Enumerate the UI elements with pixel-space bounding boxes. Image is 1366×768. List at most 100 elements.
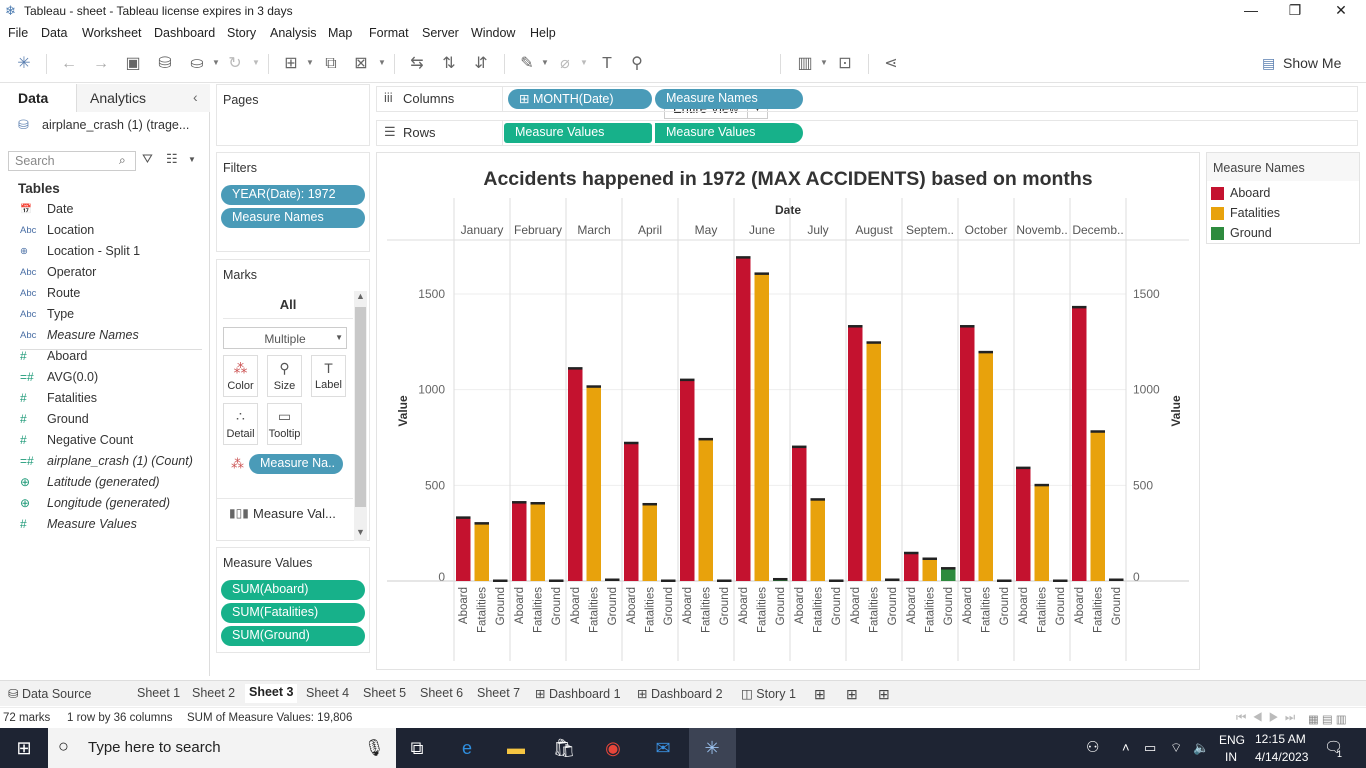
filter-icon[interactable]: ⛛ <box>142 151 153 166</box>
language-secondary[interactable]: IN <box>1225 750 1237 764</box>
tab-dashboard-1[interactable]: ⊞ Dashboard 1 <box>535 687 621 701</box>
datasource-name[interactable]: airplane_crash (1) (trage... <box>42 118 190 132</box>
show-cards-icon[interactable]: ▥ <box>797 55 813 72</box>
chevron-down-icon[interactable]: ▼ <box>820 58 828 67</box>
tab-sheet-1[interactable]: Sheet 1 <box>137 686 181 700</box>
datasource-tab[interactable]: ⛁ Data Source <box>8 687 92 701</box>
pill-sum-fatalities[interactable]: SUM(Fatalities) <box>221 603 365 623</box>
menu-map[interactable]: Map <box>328 26 353 40</box>
tab-data[interactable]: Data <box>18 90 49 106</box>
chevron-down-icon[interactable]: ▼ <box>188 155 196 164</box>
view-options-icon[interactable]: ☷ <box>166 151 178 166</box>
windows-start-icon[interactable]: ⊞ <box>16 738 32 758</box>
redo-icon[interactable]: → <box>93 55 109 72</box>
marks-label-button[interactable]: T Label <box>311 355 346 397</box>
minimize-button[interactable]: — <box>1244 2 1258 18</box>
restore-button[interactable]: ❐ <box>1288 2 1302 18</box>
volume-icon[interactable]: 🔈 <box>1193 740 1210 755</box>
chevron-down-icon[interactable]: ▼ <box>580 58 588 67</box>
show-mark-labels-icon[interactable]: T <box>602 55 612 72</box>
people-icon[interactable]: ⚇ <box>1086 739 1100 756</box>
tab-story-1[interactable]: ◫ Story 1 <box>741 687 796 701</box>
close-button[interactable]: ✕ <box>1335 2 1347 18</box>
group-members-icon[interactable]: ⌀ <box>560 55 570 72</box>
menu-file[interactable]: File <box>8 26 29 40</box>
menu-server[interactable]: Server <box>422 26 459 40</box>
measure-values-shelf[interactable]: Measure Values SUM(Aboard) SUM(Fatalitie… <box>216 547 370 653</box>
notification-icon[interactable]: 🗨 <box>1324 739 1344 756</box>
field-search-box[interactable]: Search ⌕ <box>8 151 136 171</box>
taskbar-search[interactable]: ○ Type here to search 🎙 <box>48 728 396 768</box>
mark-type-select[interactable]: Multiple ▼ <box>223 327 347 349</box>
menu-story[interactable]: Story <box>227 26 257 40</box>
tableau-home-icon[interactable]: ✳ <box>17 55 31 72</box>
new-story-icon[interactable]: ⊞ <box>878 686 890 702</box>
tab-sheet-4[interactable]: Sheet 4 <box>306 686 350 700</box>
new-datasource-icon[interactable]: ⛁ <box>158 55 172 72</box>
tab-sheet-3[interactable]: Sheet 3 <box>245 684 298 703</box>
tab-sheet-6[interactable]: Sheet 6 <box>420 686 464 700</box>
highlight-icon[interactable]: ✎ <box>520 55 534 72</box>
fix-axes-icon[interactable]: ⚲ <box>631 55 643 72</box>
new-worksheet-icon[interactable]: ⊞ <box>814 686 826 702</box>
marks-measure-values-card[interactable]: Measure Val... <box>253 506 336 521</box>
marks-all-tab[interactable]: All <box>223 291 353 319</box>
microphone-icon[interactable]: 🎙 <box>364 740 385 757</box>
marks-color-button[interactable]: ⁂ Color <box>223 355 258 397</box>
swap-rows-columns-icon[interactable]: ⇆ <box>410 55 424 72</box>
new-worksheet-icon[interactable]: ⊞ <box>284 55 298 72</box>
collapse-pane-icon[interactable]: ‹ <box>193 89 198 105</box>
marks-tooltip-button[interactable]: ▭ Tooltip <box>267 403 302 445</box>
marks-detail-button[interactable]: ∴ Detail <box>223 403 258 445</box>
language-primary[interactable]: ENG <box>1219 733 1246 747</box>
refresh-icon[interactable]: ↻ <box>228 55 242 72</box>
sheet-navigation-icon[interactable]: ⏮◀▶⏭ <box>1236 712 1302 724</box>
clock-time[interactable]: 12:15 AM <box>1255 732 1306 746</box>
menu-window[interactable]: Window <box>471 26 516 40</box>
tableau-taskbar-icon[interactable]: ✳ <box>704 738 720 758</box>
clock-date[interactable]: 4/14/2023 <box>1255 750 1309 764</box>
chevron-up-icon[interactable]: ˄ <box>1122 740 1130 755</box>
columns-shelf[interactable]: iii Columns ⊞ MONTH(Date) Measure Names <box>376 86 1358 112</box>
wifi-icon[interactable]: ⌔ <box>1170 740 1183 755</box>
tab-dashboard-2[interactable]: ⊞ Dashboard 2 <box>637 687 723 701</box>
chevron-down-icon[interactable]: ▼ <box>378 58 386 67</box>
clear-sheet-icon[interactable]: ⊠ <box>354 55 368 72</box>
rows-shelf[interactable]: ☰ Rows Measure Values Measure Values <box>376 120 1358 146</box>
tab-sheet-7[interactable]: Sheet 7 <box>477 686 521 700</box>
store-icon[interactable]: 🛍 <box>552 738 576 758</box>
chrome-icon[interactable]: ◉ <box>605 738 621 758</box>
menu-worksheet[interactable]: Worksheet <box>82 26 142 40</box>
sheet-view-icons[interactable]: ▦▤▥ <box>1308 714 1350 726</box>
share-icon[interactable]: ⋖ <box>884 55 898 72</box>
filter-pill-year[interactable]: YEAR(Date): 1972 <box>221 185 365 205</box>
menu-analysis[interactable]: Analysis <box>270 26 317 40</box>
tab-sheet-2[interactable]: Sheet 2 <box>192 686 236 700</box>
chart-view[interactable]: Accidents happened in 1972 (MAX ACCIDENT… <box>376 152 1200 670</box>
rows-pill-measure-values-1[interactable]: Measure Values <box>504 123 652 143</box>
save-icon[interactable]: ▣ <box>125 55 141 72</box>
menu-data[interactable]: Data <box>41 26 68 40</box>
chevron-down-icon[interactable]: ▼ <box>212 58 220 67</box>
task-view-icon[interactable]: ⧉ <box>410 738 424 758</box>
sort-descending-icon[interactable]: ⇵ <box>474 55 488 72</box>
columns-pill-measure-names[interactable]: Measure Names <box>655 89 803 109</box>
tab-analytics[interactable]: Analytics <box>90 90 147 106</box>
mail-icon[interactable]: ✉ <box>655 738 671 758</box>
chevron-down-icon[interactable]: ▼ <box>306 58 314 67</box>
filters-shelf[interactable]: Filters YEAR(Date): 1972 Measure Names <box>216 152 370 252</box>
duplicate-sheet-icon[interactable]: ⧉ <box>325 55 337 72</box>
pill-sum-aboard[interactable]: SUM(Aboard) <box>221 580 365 600</box>
pill-sum-ground[interactable]: SUM(Ground) <box>221 626 365 646</box>
tab-sheet-5[interactable]: Sheet 5 <box>363 686 407 700</box>
pause-updates-icon[interactable]: ⛀ <box>190 55 204 72</box>
undo-icon[interactable]: ← <box>61 55 77 72</box>
marks-scrollbar[interactable]: ▲ ▼ <box>354 291 367 541</box>
pages-shelf[interactable]: Pages <box>216 84 370 146</box>
new-dashboard-icon[interactable]: ⊞ <box>846 686 858 702</box>
marks-size-button[interactable]: ⚲ Size <box>267 355 302 397</box>
edge-icon[interactable]: e <box>461 738 472 758</box>
rows-pill-measure-values-2[interactable]: Measure Values <box>655 123 803 143</box>
menu-help[interactable]: Help <box>530 26 556 40</box>
bar-chart[interactable]: Accidents happened in 1972 (MAX ACCIDENT… <box>377 153 1199 669</box>
